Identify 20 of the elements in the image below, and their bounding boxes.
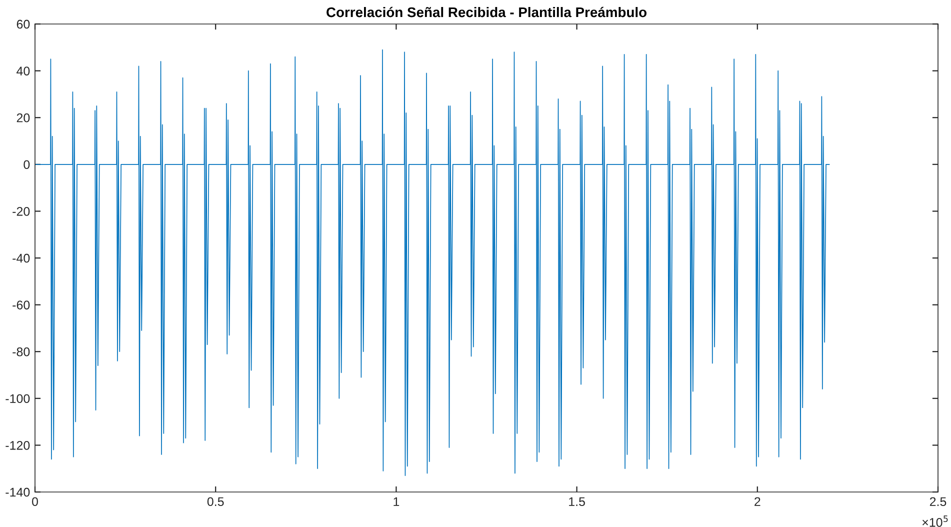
x-tick-label: 1.5 — [569, 497, 585, 506]
x-tick-label: 0 — [32, 497, 38, 506]
y-tick-label: -60 — [12, 300, 30, 310]
y-tick-label: 0 — [24, 160, 30, 170]
y-tick-label: 60 — [16, 20, 30, 29]
y-tick-label: -20 — [12, 207, 30, 216]
y-tick-label: -100 — [6, 394, 30, 404]
x-tick-label: 0.5 — [207, 497, 224, 506]
y-tick-label: 20 — [16, 113, 30, 122]
y-tick-label: -40 — [12, 254, 30, 263]
chart-title: Correlación Señal Recibida - Plantilla Preámbulo — [326, 6, 647, 18]
y-tick-label: -80 — [12, 347, 30, 356]
x-tick-label: 2.5 — [930, 497, 946, 506]
x-tick-label: 1 — [394, 497, 400, 506]
y-tick-label: 40 — [16, 66, 30, 76]
y-tick-label: -140 — [6, 488, 30, 497]
y-tick-label: -120 — [6, 441, 30, 450]
line-series — [35, 49, 830, 476]
text: ×10$^{5}$ — [922, 516, 948, 527]
x-tick-label: 2 — [754, 497, 760, 506]
